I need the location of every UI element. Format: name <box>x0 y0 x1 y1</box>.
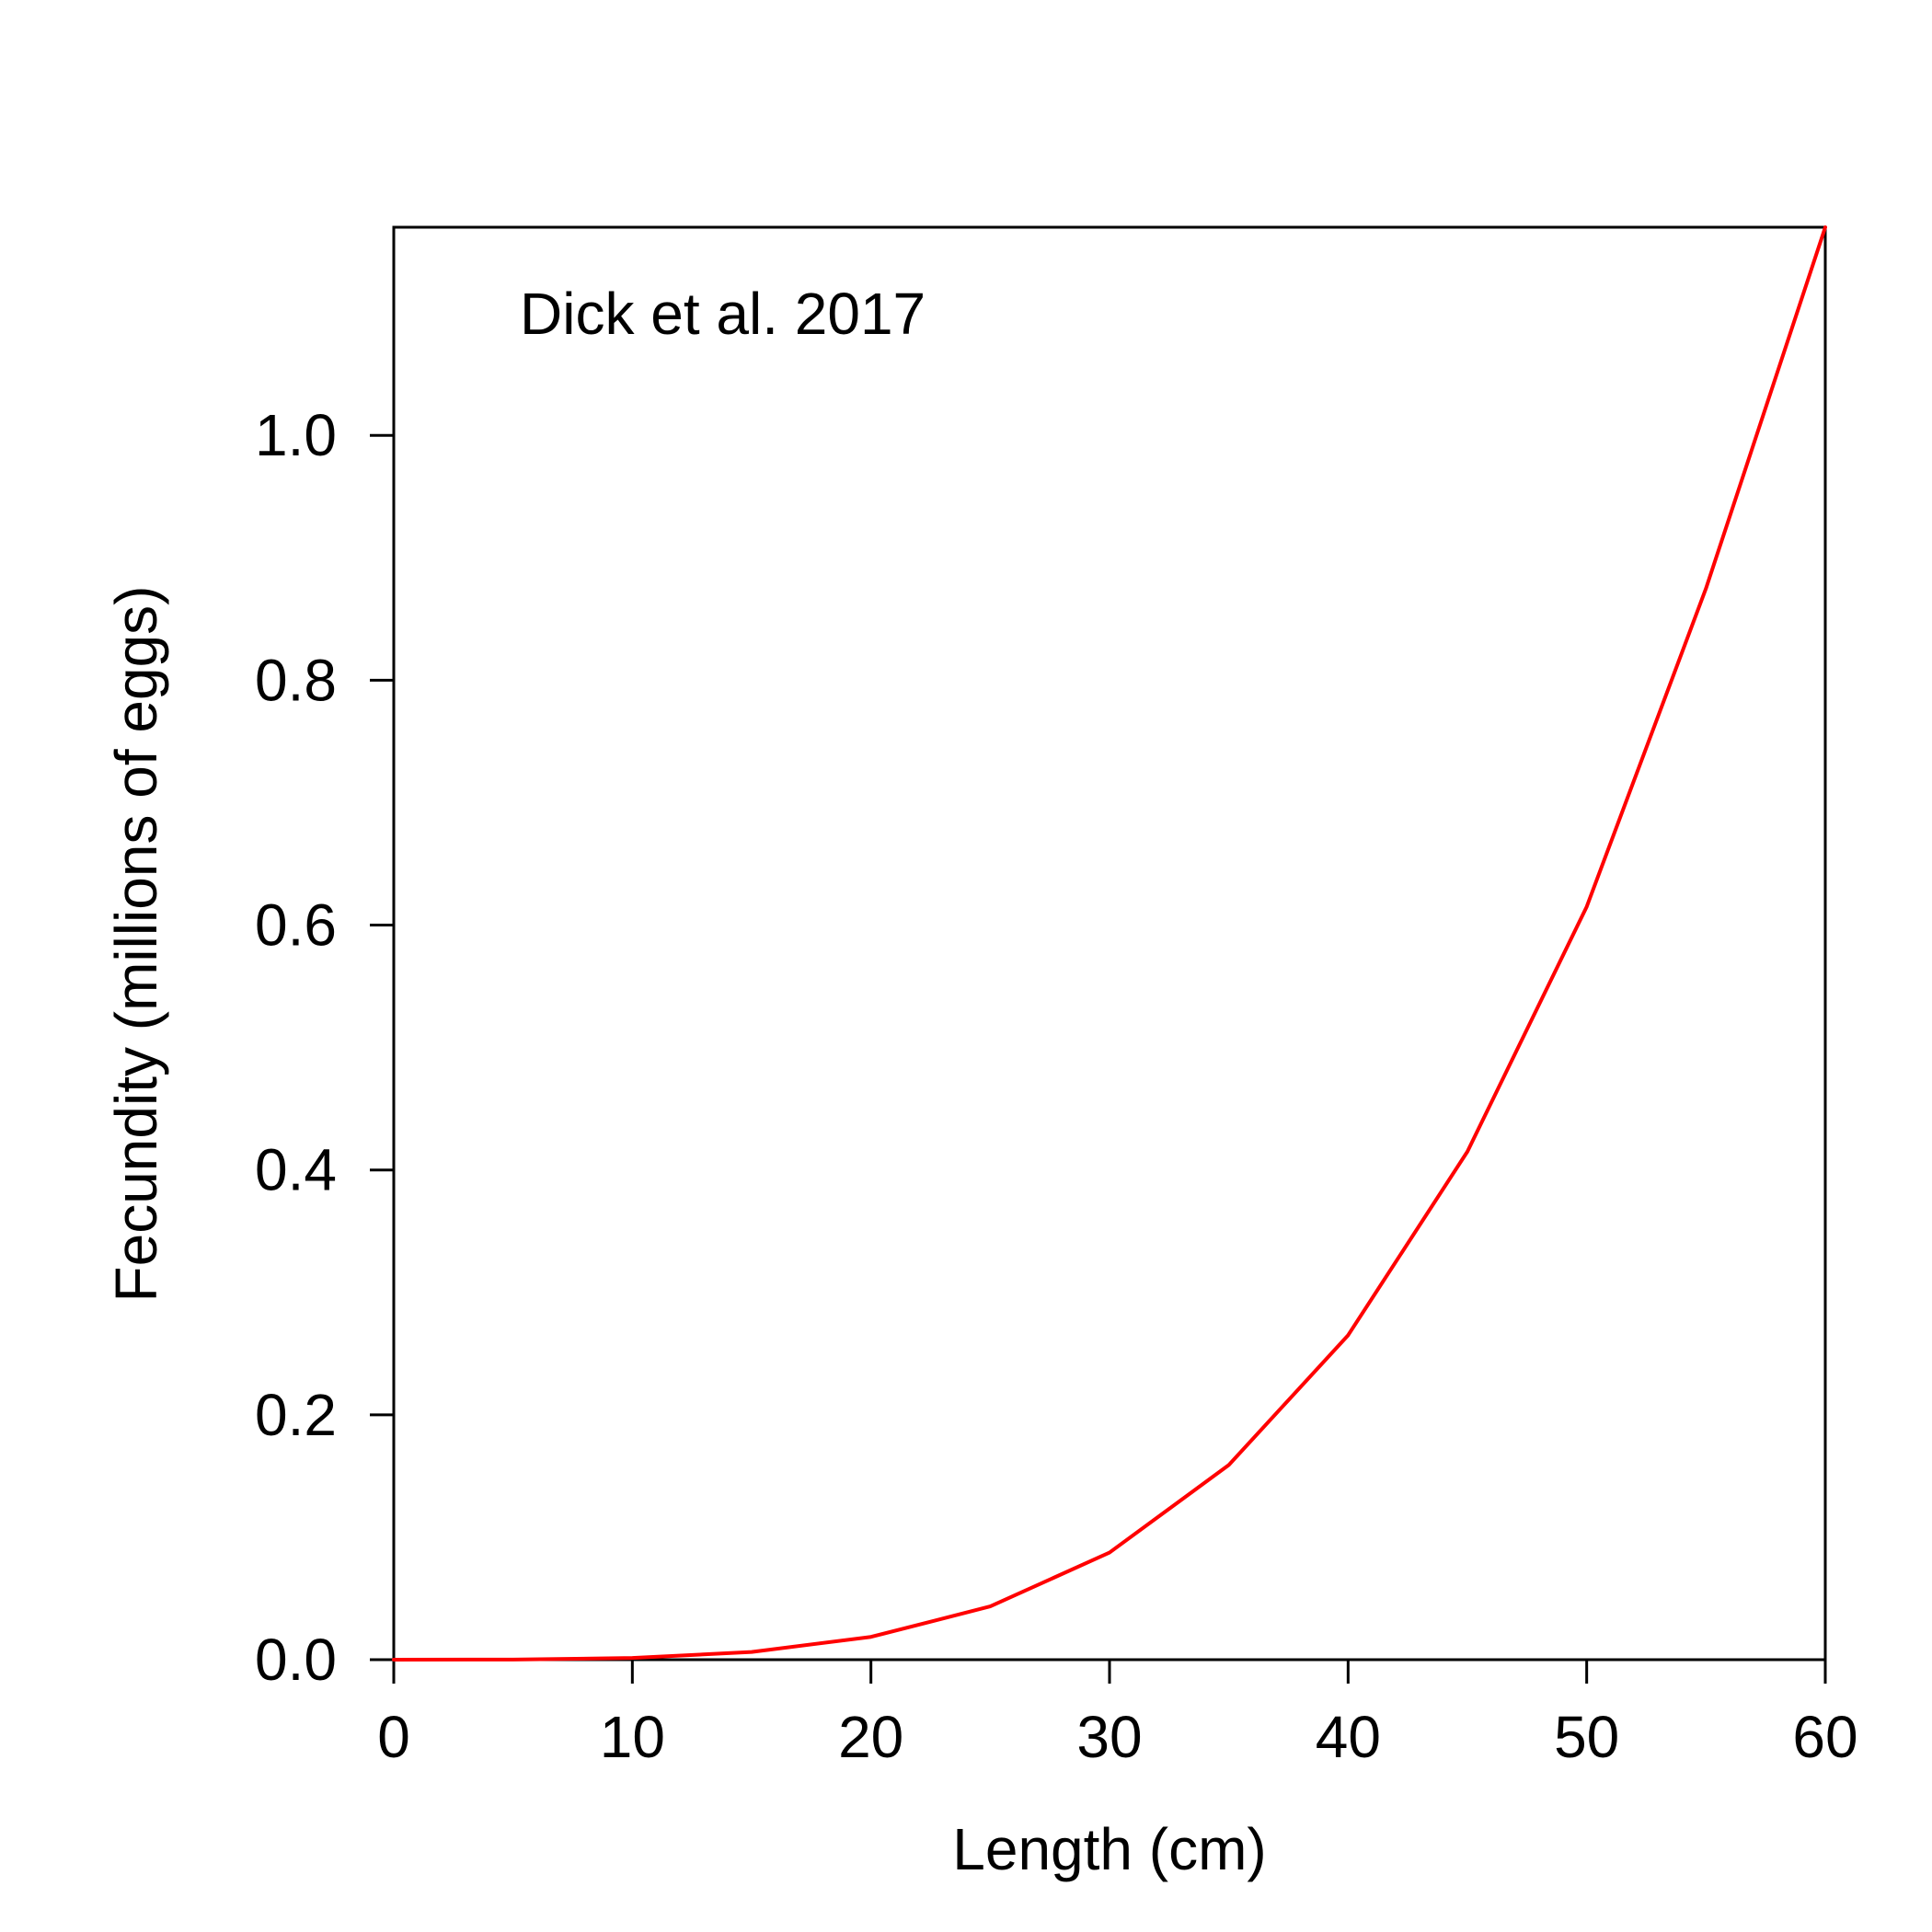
annotation-label: Dick et al. 2017 <box>520 281 926 347</box>
x-tick-label: 20 <box>838 1704 903 1770</box>
series-layer <box>392 225 1827 1662</box>
x-tick-label: 0 <box>377 1704 410 1770</box>
x-tick-label: 10 <box>600 1704 665 1770</box>
x-tick-label: 60 <box>1792 1704 1857 1770</box>
x-axis-title: Length (cm) <box>952 1816 1266 1882</box>
x-axis-ticks: 0 10 20 30 40 50 60 <box>377 1660 1858 1770</box>
y-axis-title: Fecundity (millions of eggs) <box>103 586 169 1303</box>
x-tick-label: 50 <box>1554 1704 1619 1770</box>
y-tick-label: 0.6 <box>255 892 337 959</box>
y-tick-label: 0.0 <box>255 1627 337 1693</box>
y-tick-label: 0.8 <box>255 647 337 713</box>
x-tick-label: 30 <box>1076 1704 1142 1770</box>
fecundity-curve <box>392 225 1827 1662</box>
y-tick-label: 1.0 <box>255 402 337 468</box>
y-tick-label: 0.4 <box>255 1137 337 1203</box>
y-axis-ticks: 0.0 0.2 0.4 0.6 0.8 1.0 <box>255 402 394 1693</box>
x-tick-label: 40 <box>1316 1704 1381 1770</box>
plot-area-border <box>392 225 1827 1662</box>
y-tick-label: 0.2 <box>255 1382 337 1448</box>
